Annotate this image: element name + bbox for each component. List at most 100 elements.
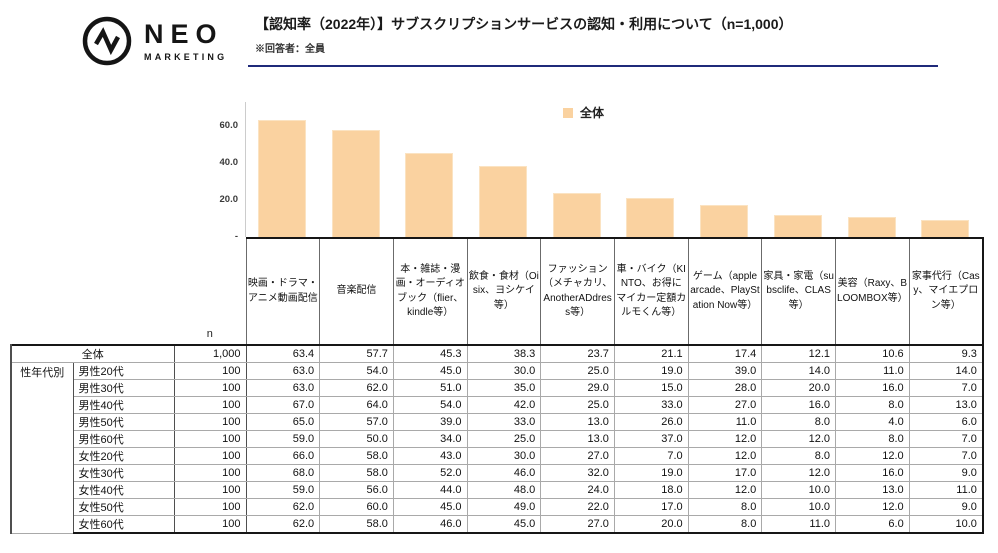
cell-value: 11.0 (835, 362, 910, 380)
row-n-value: 1,000 (173, 344, 247, 363)
cell-value: 28.0 (687, 379, 763, 397)
column-header-8: 美容（Raxy、BLOOMBOX等） (835, 237, 910, 346)
cell-value: 12.0 (761, 430, 836, 448)
cell-value: 10.0 (761, 481, 836, 499)
cell-value: 45.0 (392, 498, 468, 516)
cell-value: 25.0 (540, 362, 615, 380)
bar-5 (626, 198, 675, 237)
cell-value: 63.0 (245, 379, 321, 397)
column-header-1: 音楽配信 (319, 237, 394, 346)
y-tick-label: 40.0 (219, 157, 239, 168)
cell-value: 48.0 (466, 481, 542, 499)
table-row-6: 女性20代 100 66.0 58.0 43.0 30.0 27.0 7.0 12.0 8.0 12… (11, 447, 984, 465)
title-divider (248, 65, 938, 67)
table-head-row: n 映画・ドラマ・アニメ動画配信 音楽配信 本・雑誌・漫画・オーディオブック（fli… (11, 237, 984, 346)
cell-value: 56.0 (319, 481, 394, 499)
title-block: 【認知率（2022年）】サブスクリプションサービスの認知・利用について（n=1,… (255, 16, 955, 55)
cell-value: 27.0 (540, 447, 615, 465)
cell-value: 33.0 (613, 396, 689, 414)
cell-value: 8.0 (761, 413, 836, 431)
cell-value: 22.0 (540, 498, 615, 516)
row-n-value: 100 (173, 481, 247, 499)
cell-value: 45.0 (392, 362, 468, 380)
y-tick-label: - (234, 231, 238, 242)
column-header-0: 映画・ドラマ・アニメ動画配信 (245, 237, 321, 346)
bar-8 (847, 217, 896, 237)
row-n-value: 100 (173, 379, 247, 397)
cell-value: 58.0 (319, 447, 394, 465)
column-header-5: 車・バイク（KINTO、お得にマイカー定額カルモくん等） (613, 237, 689, 346)
column-header-6: ゲーム（apple arcade、PlayStation Now等） (687, 237, 763, 346)
cell-value: 12.0 (687, 430, 763, 448)
table-row-2: 男性30代 100 63.0 62.0 51.0 35.0 29.0 15.0 28.0 20.0… (11, 379, 984, 397)
cell-value: 9.0 (908, 498, 984, 516)
cell-value: 51.0 (392, 379, 468, 397)
cell-value: 54.0 (392, 396, 468, 414)
cell-value: 35.0 (466, 379, 542, 397)
cell-value: 10.0 (761, 498, 836, 516)
cell-value: 8.0 (761, 447, 836, 465)
group-label: 性年代別 (10, 362, 74, 534)
cell-value: 19.0 (613, 362, 689, 380)
cell-value: 7.0 (908, 430, 984, 448)
cell-value: 54.0 (319, 362, 394, 380)
cell-value: 24.0 (540, 481, 615, 499)
cell-value: 37.0 (613, 430, 689, 448)
row-label: 男性20代 (72, 362, 175, 380)
cell-value: 57.7 (319, 344, 394, 363)
chart-legend: 全体 (563, 104, 604, 121)
bar-0 (257, 119, 306, 237)
cell-value: 26.0 (613, 413, 689, 431)
table-row-10: 女性60代 100 62.0 58.0 46.0 45.0 27.0 20.0 8.0 11.0 6… (11, 515, 984, 534)
cell-value: 6.0 (908, 413, 984, 431)
cell-value: 25.0 (540, 396, 615, 414)
cell-value: 49.0 (466, 498, 542, 516)
head-blank-cell (11, 238, 174, 345)
table-row-9: 女性50代 100 62.0 60.0 45.0 49.0 22.0 17.0 8.0 10.0 1… (11, 498, 984, 516)
results-table: n 映画・ドラマ・アニメ動画配信 音楽配信 本・雑誌・漫画・オーディオブック（fli… (10, 237, 984, 534)
cell-value: 44.0 (392, 481, 468, 499)
page-title: 【認知率（2022年）】サブスクリプションサービスの認知・利用について（n=1,… (255, 16, 793, 32)
cell-value: 13.0 (540, 430, 615, 448)
row-label: 女性40代 (72, 481, 175, 499)
bar-9 (921, 219, 970, 237)
row-n-value: 100 (173, 498, 247, 516)
cell-value: 7.0 (613, 447, 689, 465)
cell-value: 32.0 (540, 464, 615, 482)
cell-value: 59.0 (245, 430, 321, 448)
cell-value: 27.0 (540, 515, 615, 534)
y-tick-label: 20.0 (219, 194, 239, 205)
bar-6 (700, 204, 749, 237)
respondent-note: ※回答者：全員 (255, 43, 325, 55)
cell-value: 12.0 (687, 481, 763, 499)
cell-value: 12.1 (761, 344, 836, 363)
table-row-4: 男性50代 100 65.0 57.0 39.0 33.0 13.0 26.0 11.0 8.0 4… (11, 413, 984, 431)
row-n-value: 100 (173, 362, 247, 380)
cell-value: 7.0 (908, 447, 984, 465)
legend-label: 全体 (580, 106, 605, 120)
bar-3 (479, 166, 527, 237)
row-n-value: 100 (173, 447, 247, 465)
cell-value: 11.0 (687, 413, 763, 431)
cell-value: 64.0 (319, 396, 394, 414)
cell-value: 66.0 (245, 447, 321, 465)
table-row-3: 男性40代 100 67.0 64.0 54.0 42.0 25.0 33.0 27.0 16.0… (11, 396, 984, 414)
cell-value: 15.0 (613, 379, 689, 397)
cell-value: 45.0 (466, 515, 542, 534)
cell-value: 46.0 (466, 464, 542, 482)
cell-value: 13.0 (908, 396, 984, 414)
n-column-header: n (174, 238, 246, 345)
cell-value: 19.0 (613, 464, 689, 482)
cell-value: 16.0 (835, 379, 910, 397)
cell-value: 62.0 (245, 498, 321, 516)
row-label: 男性60代 (72, 430, 175, 448)
y-axis-line (245, 102, 246, 237)
cell-value: 10.6 (835, 344, 910, 363)
column-header-2: 本・雑誌・漫画・オーディオブック（flier、kindle等） (392, 237, 468, 346)
table-row-7: 女性30代 100 68.0 58.0 52.0 46.0 32.0 19.0 17.0 12.0… (11, 464, 984, 482)
cell-value: 16.0 (761, 396, 836, 414)
logo-neo-text: NEO (144, 18, 224, 49)
cell-value: 6.0 (835, 515, 910, 534)
cell-value: 62.0 (245, 515, 321, 534)
